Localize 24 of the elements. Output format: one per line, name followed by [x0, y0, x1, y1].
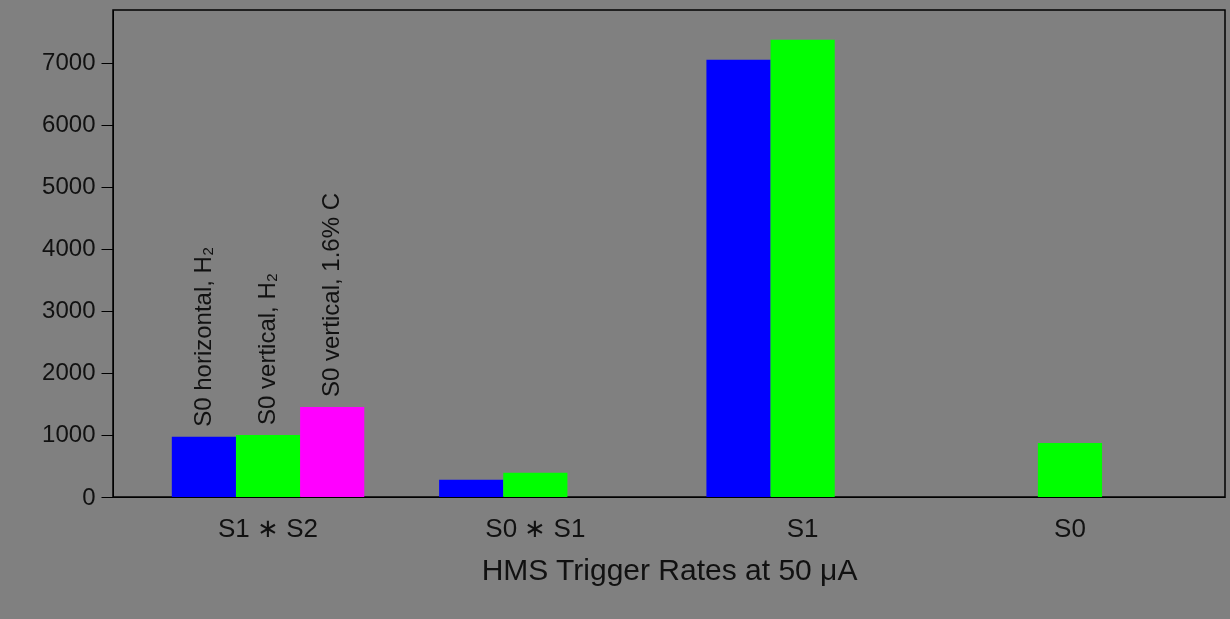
text: S0 vertical, H₂: [253, 272, 281, 425]
x-tick-label: S0 ∗ S1: [485, 512, 586, 543]
x-tick-label: S1: [786, 512, 819, 543]
y-tick-label: 1000: [42, 420, 96, 448]
x-tick-label: S1 ∗ S2: [218, 512, 319, 543]
y-tick-label: 4000: [42, 234, 96, 262]
bar: [706, 59, 771, 497]
bar: [235, 434, 301, 497]
bar: [503, 472, 568, 497]
y-tick-label: 7000: [42, 48, 96, 76]
text: S0 vertical, 1.6% C: [317, 192, 345, 398]
text: S0 horizontal, H₂: [188, 246, 216, 427]
y-tick-label: 2000: [42, 358, 96, 386]
y-tick-label: 0: [82, 482, 96, 510]
bar: [439, 479, 504, 497]
y-tick-label: 6000: [42, 110, 96, 138]
x-axis-title: HMS Trigger Rates at 50 μA: [481, 552, 858, 586]
bar: [171, 436, 236, 497]
bar: [770, 39, 835, 497]
bar: [1037, 443, 1103, 497]
y-tick-label: 3000: [42, 296, 96, 324]
x-tick-label: S0: [1054, 512, 1086, 543]
bar: [300, 407, 365, 497]
y-tick-label: 5000: [42, 172, 96, 200]
